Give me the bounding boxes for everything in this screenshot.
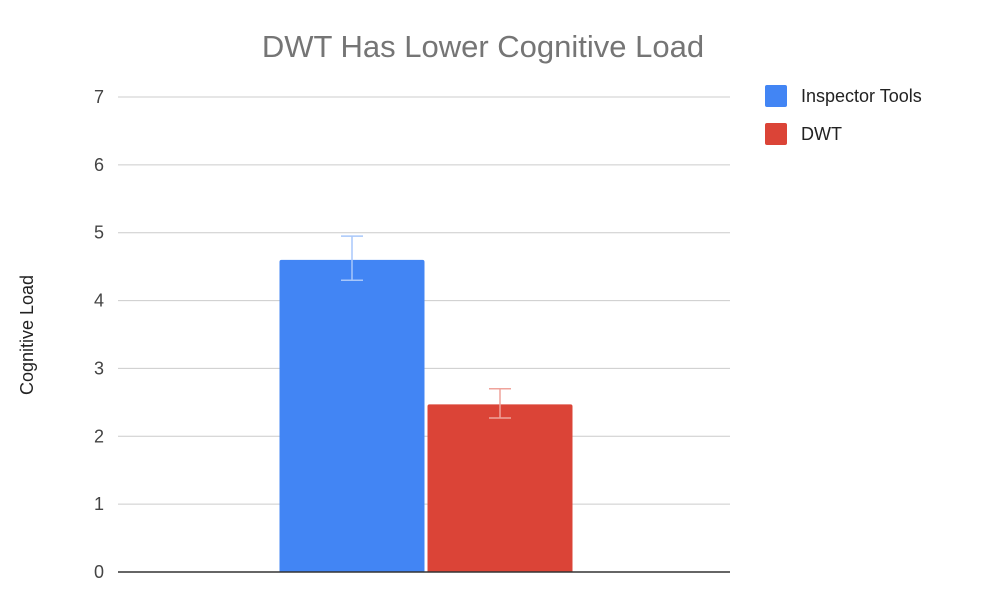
chart-title: DWT Has Lower Cognitive Load	[262, 29, 704, 64]
y-tick-label: 2	[94, 426, 104, 446]
y-axis-label: Cognitive Load	[17, 275, 37, 395]
y-tick-label: 6	[94, 155, 104, 175]
y-tick-label: 0	[94, 562, 104, 582]
y-tick-label: 3	[94, 358, 104, 378]
error-bars	[341, 235, 511, 419]
y-tick-label: 5	[94, 223, 104, 243]
legend: Inspector Tools DWT	[765, 85, 922, 145]
legend-swatch	[765, 85, 787, 107]
bar-dwt	[427, 404, 573, 572]
bar-inspector-tools	[279, 259, 425, 572]
legend-label: Inspector Tools	[801, 86, 922, 106]
y-tick-label: 1	[94, 494, 104, 514]
y-tick-label: 7	[94, 87, 104, 107]
legend-swatch	[765, 123, 787, 145]
y-tick-labels: 0 1 2 3 4 5 6 7	[94, 87, 104, 582]
legend-label: DWT	[801, 124, 842, 144]
bars	[279, 259, 573, 572]
y-tick-label: 4	[94, 291, 104, 311]
